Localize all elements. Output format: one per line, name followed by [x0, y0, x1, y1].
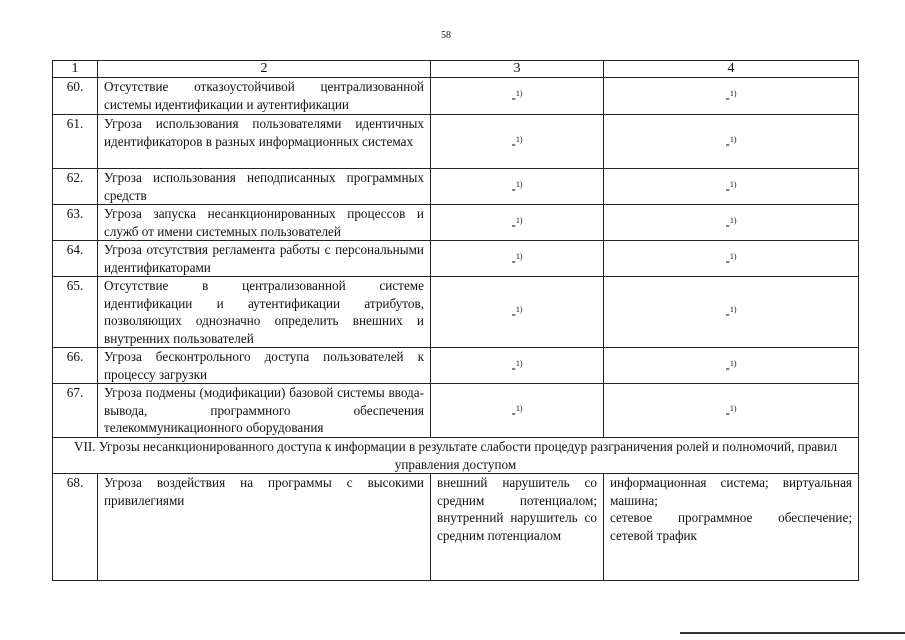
threat-text: Угроза отсутствия регламента работы с пе…: [97, 240, 431, 277]
threat-text: Угроза воздействия на программы с высоки…: [97, 473, 431, 581]
table-row: 66. Угроза бесконтрольного доступа польз…: [52, 347, 859, 384]
table-row: 65. Отсутствие в централизованной систем…: [52, 276, 859, 348]
objects-text: информационная система; виртуальная маши…: [603, 473, 859, 581]
objects-line-2: сетевое программное обеспечение; сетевой…: [610, 510, 852, 543]
dash: -: [725, 404, 730, 420]
row-number: 67.: [52, 383, 98, 438]
footnote-mark: 1): [515, 305, 523, 315]
threats-table: 1 2 3 4 60. Отсутствие отказоустойчивой …: [52, 60, 859, 581]
table-row: 64. Угроза отсутствия регламента работы …: [52, 240, 859, 277]
dash: -: [725, 180, 730, 196]
footnote-mark: 1): [515, 215, 523, 225]
col3-value: -1): [430, 383, 604, 438]
footnote-mark: 1): [729, 305, 737, 315]
dash: -: [725, 216, 730, 232]
section-heading: VII. Угрозы несанкционированного доступа…: [52, 437, 859, 474]
col4-value: -1): [603, 347, 859, 384]
table-row: 67. Угроза подмены (модификации) базовой…: [52, 383, 859, 438]
threat-text: Угроза запуска несанкционированных проце…: [97, 204, 431, 241]
dash: -: [511, 90, 516, 106]
page-number: 58: [441, 30, 451, 41]
col4-value: -1): [603, 77, 859, 115]
footnote-mark: 1): [515, 251, 523, 261]
table-row: 68. Угроза воздействия на программы с вы…: [52, 473, 859, 581]
dash: -: [725, 90, 730, 106]
threat-text: Угроза бесконтрольного доступа пользоват…: [97, 347, 431, 384]
col3-value: -1): [430, 114, 604, 169]
col4-value: -1): [603, 204, 859, 241]
table-row: 62. Угроза использования неподписанных п…: [52, 168, 859, 205]
col3-value: -1): [430, 347, 604, 384]
footnote-mark: 1): [729, 179, 737, 189]
col4-value: -1): [603, 114, 859, 169]
footnote-mark: 1): [729, 358, 737, 368]
row-number: 66.: [52, 347, 98, 384]
col3-value: -1): [430, 276, 604, 348]
row-number: 60.: [52, 77, 98, 115]
dash: -: [511, 252, 516, 268]
col4-value: -1): [603, 383, 859, 438]
col3-value: -1): [430, 204, 604, 241]
intruder-text: внешний нарушитель со средним потенциало…: [430, 473, 604, 581]
section-row: VII. Угрозы несанкционированного доступа…: [52, 437, 859, 474]
footnote-mark: 1): [515, 89, 523, 99]
row-number: 62.: [52, 168, 98, 205]
footnote-mark: 1): [515, 134, 523, 144]
footnote-mark: 1): [515, 403, 523, 413]
header-col-2: 2: [97, 60, 431, 78]
col3-value: -1): [430, 168, 604, 205]
threat-text: Угроза использования пользователями иден…: [97, 114, 431, 169]
footnote-mark: 1): [729, 89, 737, 99]
dash: -: [725, 306, 730, 322]
footnote-mark: 1): [729, 403, 737, 413]
dash: -: [511, 359, 516, 375]
dash: -: [725, 252, 730, 268]
footnote-mark: 1): [729, 251, 737, 261]
table-row: 61. Угроза использования пользователями …: [52, 114, 859, 169]
col4-value: -1): [603, 168, 859, 205]
dash: -: [511, 216, 516, 232]
objects-line-1: информационная система; виртуальная маши…: [610, 475, 852, 508]
header-col-4: 4: [603, 60, 859, 78]
col3-value: -1): [430, 77, 604, 115]
col4-value: -1): [603, 276, 859, 348]
header-col-3: 3: [430, 60, 604, 78]
threat-text: Отсутствие отказоустойчивой централизова…: [97, 77, 431, 115]
row-number: 61.: [52, 114, 98, 169]
dash: -: [511, 135, 516, 151]
footnote-mark: 1): [515, 358, 523, 368]
col3-value: -1): [430, 240, 604, 277]
footnote-mark: 1): [729, 215, 737, 225]
col4-value: -1): [603, 240, 859, 277]
threat-text: Угроза подмены (модификации) базовой сис…: [97, 383, 431, 438]
dash: -: [725, 135, 730, 151]
table-row: 60. Отсутствие отказоустойчивой централи…: [52, 77, 859, 115]
table-row: 63. Угроза запуска несанкционированных п…: [52, 204, 859, 241]
threat-text: Отсутствие в централизованной системе ид…: [97, 276, 431, 348]
footnote-mark: 1): [729, 134, 737, 144]
header-col-1: 1: [52, 60, 98, 78]
row-number: 64.: [52, 240, 98, 277]
dash: -: [511, 180, 516, 196]
row-number: 63.: [52, 204, 98, 241]
header-row: 1 2 3 4: [52, 60, 859, 78]
threat-text: Угроза использования неподписанных прогр…: [97, 168, 431, 205]
row-number: 65.: [52, 276, 98, 348]
row-number: 68.: [52, 473, 98, 581]
dash: -: [511, 306, 516, 322]
dash: -: [511, 404, 516, 420]
bottom-rule: [680, 632, 905, 634]
footnote-mark: 1): [515, 179, 523, 189]
dash: -: [725, 359, 730, 375]
